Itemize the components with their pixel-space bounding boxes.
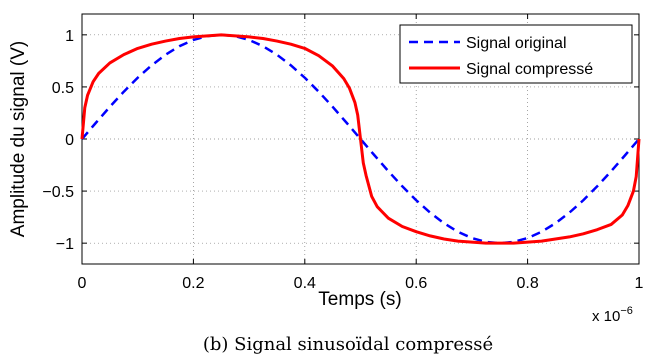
y-tick-label: −0.5 xyxy=(42,184,74,201)
y-tick-label: 0 xyxy=(65,132,74,149)
x-tick-label: 0.4 xyxy=(294,275,316,292)
series-layer xyxy=(80,33,641,245)
x-tick-label: 0.2 xyxy=(182,275,204,292)
x-tick-label: 1 xyxy=(635,275,644,292)
x-tick-label: 0.8 xyxy=(516,275,538,292)
y-tick-label: 0.5 xyxy=(52,80,74,97)
x-axis-label: Temps (s) xyxy=(318,289,401,310)
axis-ticks: 0 0.2 0.4 0.6 0.8 1 −1 −0.5 0 0.5 1 xyxy=(42,14,644,292)
figure-caption: (b) Signal sinusoïdal compressé xyxy=(203,334,493,355)
legend-label-original: Signal original xyxy=(466,35,567,52)
legend-label-compressed: Signal compressé xyxy=(466,61,593,78)
series-line-original xyxy=(81,33,640,245)
x-tick-label: 0 xyxy=(78,275,87,292)
legend: Signal original Signal compressé xyxy=(399,24,633,84)
y-axis-label: Amplitude du signal (V) xyxy=(8,41,29,237)
y-tick-label: −1 xyxy=(56,236,74,253)
x-tick-label: 0.6 xyxy=(405,275,427,292)
series-line-compressed xyxy=(80,33,641,245)
y-tick-label: 1 xyxy=(65,28,74,45)
x-multiplier-label: x 10−6 xyxy=(592,305,633,325)
legend-box xyxy=(399,24,633,84)
